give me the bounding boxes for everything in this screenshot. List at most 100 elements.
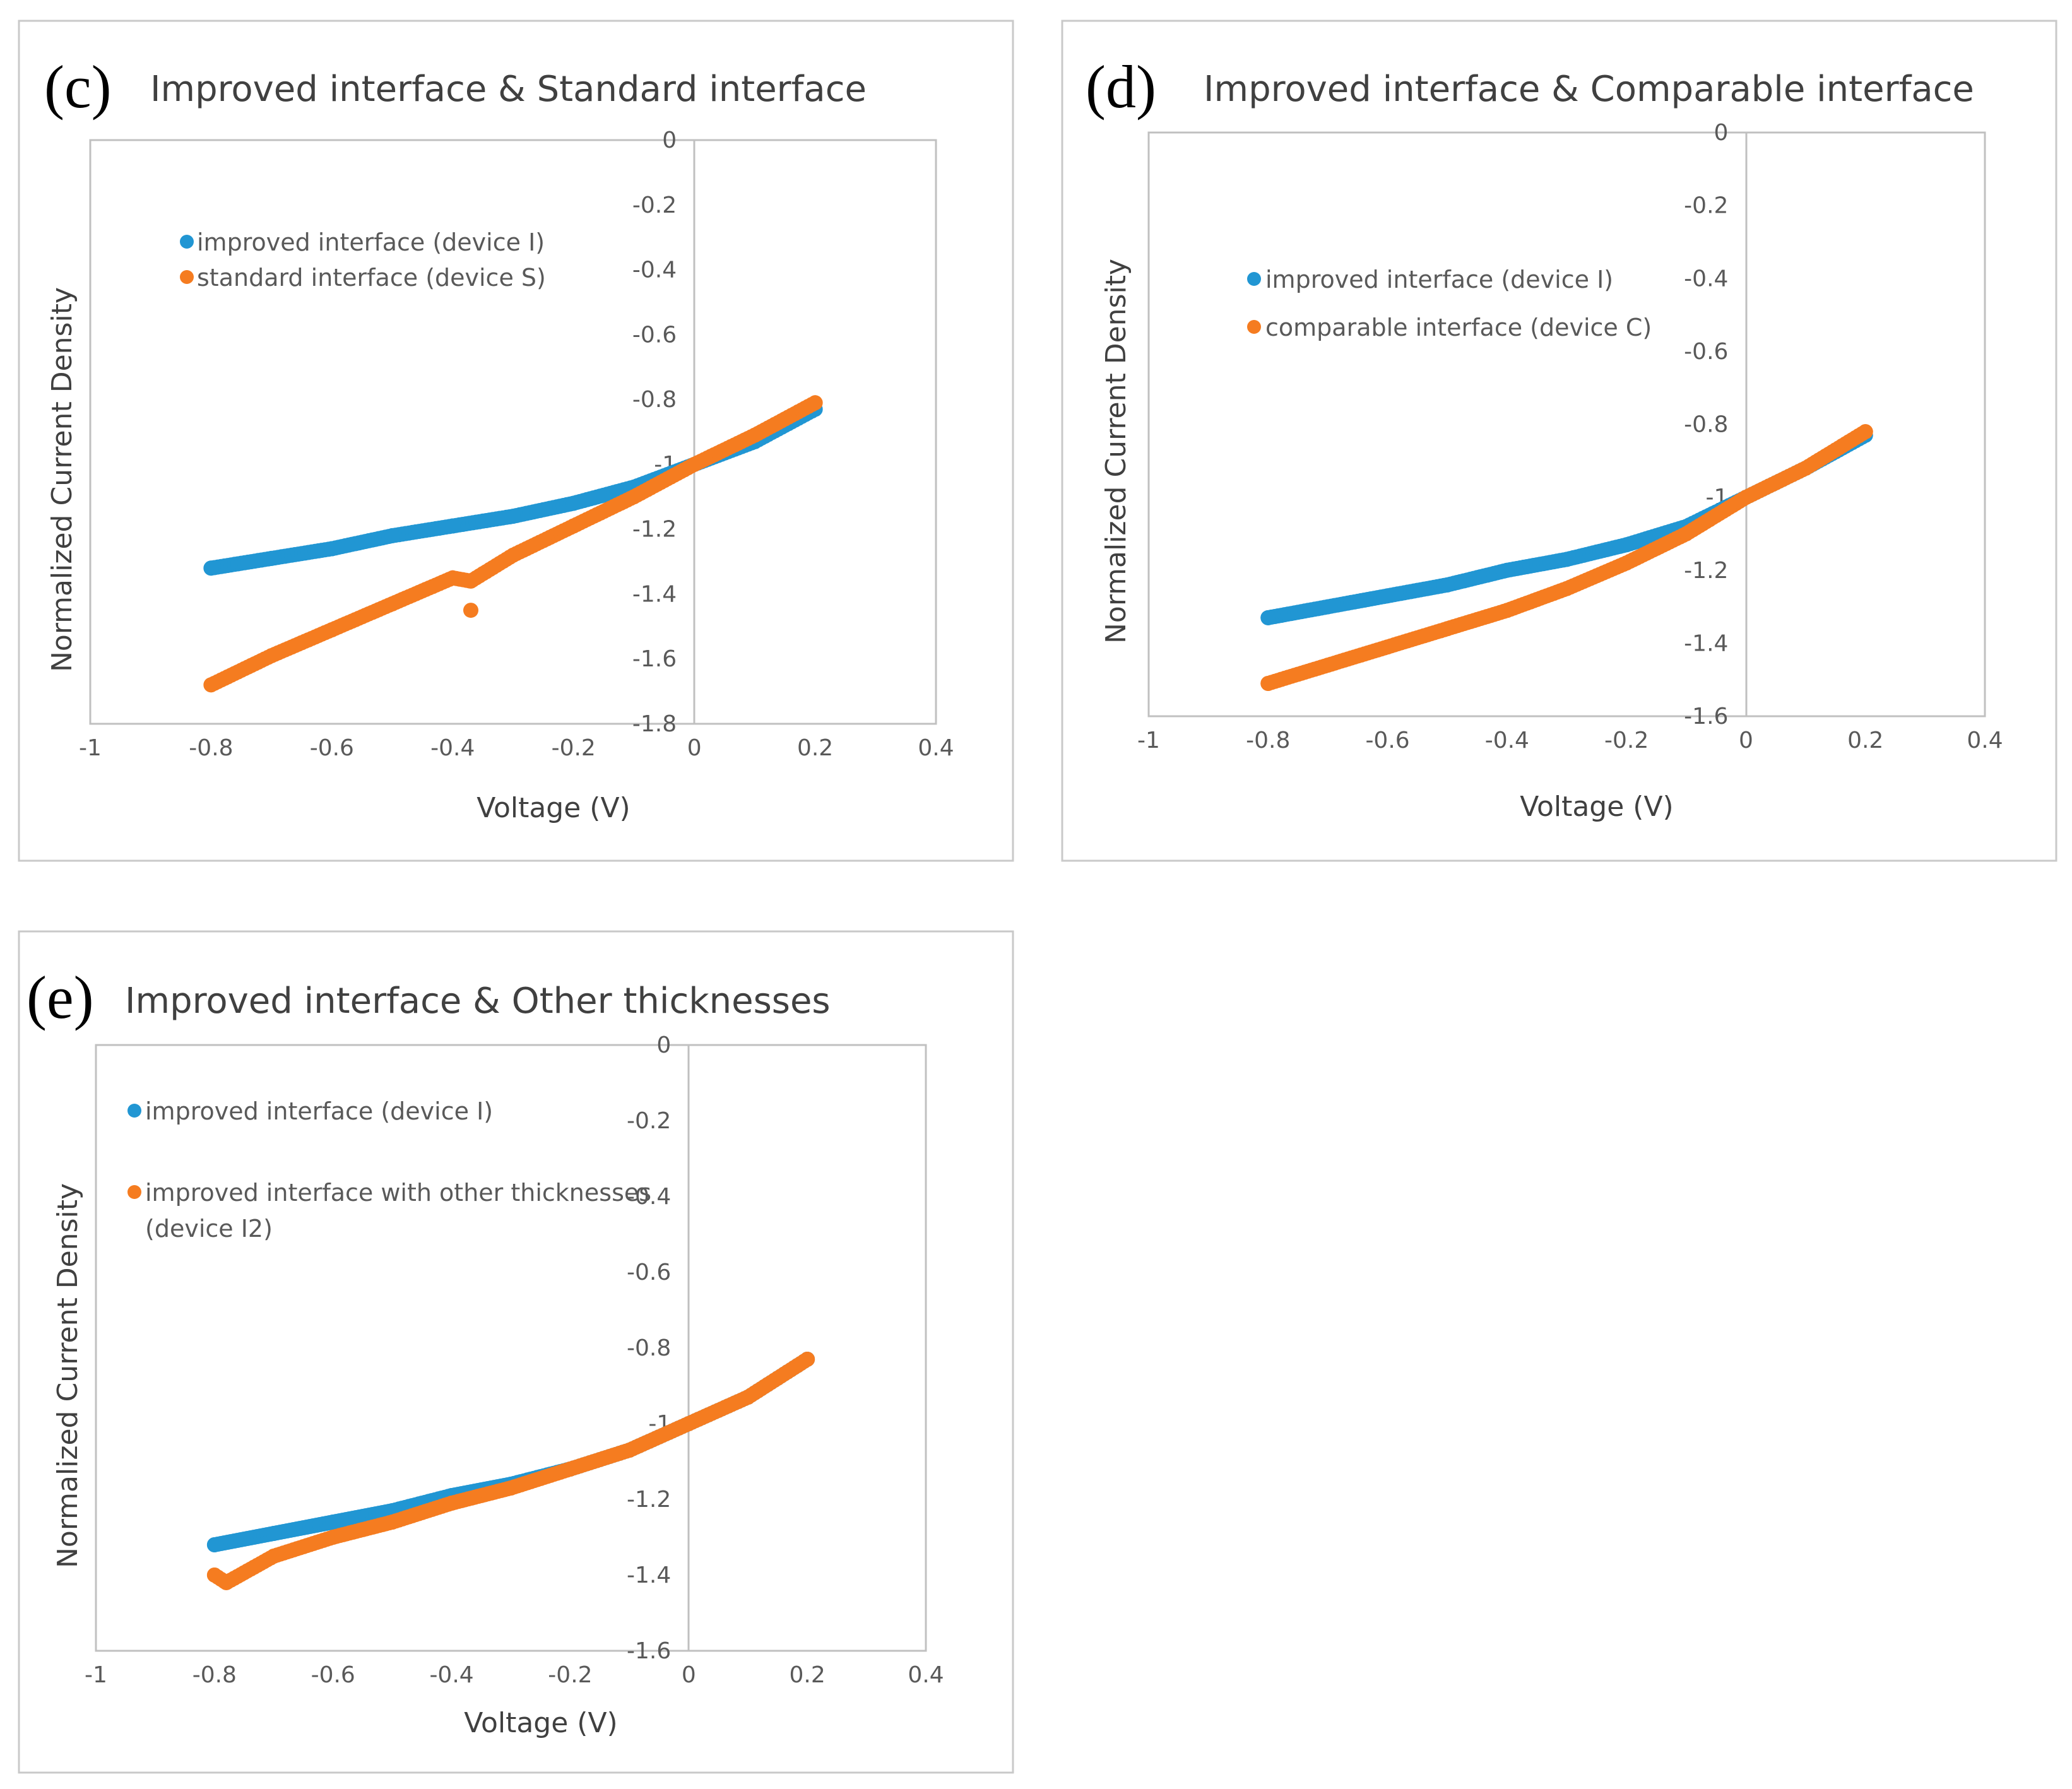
panel-d-frame xyxy=(1061,20,2057,862)
data-point xyxy=(565,495,581,511)
panel-d-y-tick-label: -0.2 xyxy=(1684,193,1728,219)
panel-c-frame xyxy=(18,20,1014,862)
panel-e-x-tick-label: -1 xyxy=(85,1662,107,1688)
panel-d-legend-marker-comparable xyxy=(1247,320,1261,334)
data-point xyxy=(266,1526,281,1541)
data-point xyxy=(1857,424,1873,440)
data-point xyxy=(384,528,400,543)
panel-e-y-tick-label: 0 xyxy=(656,1032,671,1058)
data-point xyxy=(203,560,219,576)
data-point xyxy=(1619,537,1635,553)
panel-d-title: Improved interface & Comparable interfac… xyxy=(1204,69,1974,110)
data-point xyxy=(1499,603,1515,618)
panel-d-x-ticks: -1 -0.8 -0.6 -0.4 -0.2 0 0.2 0.4 xyxy=(1137,728,2003,753)
data-point xyxy=(622,1443,637,1458)
panel-d-series-comparison xyxy=(1260,424,1873,691)
data-point xyxy=(218,1575,234,1590)
panel-d-x-axis-title: Voltage (V) xyxy=(1520,791,1673,823)
data-point xyxy=(1440,577,1455,593)
panel-e-x-axis-title: Voltage (V) xyxy=(464,1707,617,1739)
panel-d-x-tick-label: -0.2 xyxy=(1604,728,1649,753)
panel-d-y-tick-label: -0.4 xyxy=(1684,266,1728,292)
panel-e-letter: (e) xyxy=(27,964,94,1031)
data-point xyxy=(324,622,340,637)
data-point xyxy=(445,518,461,534)
data-point xyxy=(264,648,280,664)
data-point xyxy=(444,1496,459,1511)
data-point xyxy=(384,596,400,611)
panel-d-legend-marker-improved xyxy=(1247,272,1261,286)
panel-c-y-tick-label: -1.6 xyxy=(632,646,677,672)
panel-d-x-tick-label: -0.6 xyxy=(1365,728,1409,753)
panel-e-y-tick-label: -0.6 xyxy=(627,1260,671,1285)
panel-e-legend-label-improved: improved interface (device I) xyxy=(145,1097,493,1125)
panel-d-x-tick-label: 0.2 xyxy=(1847,728,1883,753)
panel-e-y-axis-title: Normalized Current Density xyxy=(52,1183,84,1568)
panel-e-series xyxy=(206,1352,815,1590)
panel-c-x-tick-label: -0.6 xyxy=(310,735,354,761)
panel-c-y-tick-label: -1.2 xyxy=(632,517,677,543)
panel-c-x-tick-label: -1 xyxy=(79,735,102,761)
data-point xyxy=(626,489,642,505)
panel-e-frame xyxy=(18,930,1014,1774)
panel-c-y-tick-label: -1.4 xyxy=(632,581,677,607)
panel-d: (d) Improved interface & Comparable inte… xyxy=(1061,20,2057,862)
panel-c-y-tick-label: -0.6 xyxy=(632,322,677,348)
panel-d-y-ticks: 0-0.2-0.4-0.6-0.8-1-1.2-1.4-1.6 xyxy=(1684,120,1728,729)
data-point xyxy=(325,1530,341,1545)
panel-e-y-tick-label: -0.8 xyxy=(627,1335,671,1361)
panel-d-series xyxy=(1260,424,1873,691)
panel-d-y-tick-label: -0.8 xyxy=(1684,412,1728,438)
data-point xyxy=(807,395,823,411)
data-point xyxy=(463,603,478,618)
data-point xyxy=(681,1416,697,1431)
panel-e-y-tick-label: -1.2 xyxy=(627,1487,671,1513)
data-point xyxy=(562,1461,578,1477)
data-point xyxy=(266,1549,281,1564)
panel-c-series-comparison xyxy=(203,395,823,693)
data-point xyxy=(445,570,461,586)
data-point xyxy=(747,427,762,443)
panel-c-x-axis-title: Voltage (V) xyxy=(477,792,630,824)
data-point xyxy=(206,1568,222,1583)
data-point xyxy=(687,456,702,472)
panel-e-legend-marker-other xyxy=(127,1185,141,1199)
data-point xyxy=(800,1352,815,1367)
data-point xyxy=(740,1390,756,1405)
panel-c-x-tick-label: -0.2 xyxy=(552,735,596,761)
data-point xyxy=(325,1514,341,1530)
panel-d-y-tick-label: -0.6 xyxy=(1684,339,1728,365)
data-point xyxy=(506,509,521,524)
panel-d-y-tick-label: 0 xyxy=(1714,120,1729,146)
panel-c: (c) Improved interface & Standard interf… xyxy=(18,20,1014,862)
panel-d-y-tick-label: -1.4 xyxy=(1684,630,1728,656)
panel-d-x-tick-label: 0.4 xyxy=(1967,728,2003,753)
panel-c-letter: (c) xyxy=(44,53,112,121)
panel-c-x-tick-label: -0.8 xyxy=(189,735,233,761)
panel-e-legend-label-other-line1: improved interface with other thicknesse… xyxy=(145,1179,651,1207)
panel-e-legend-marker-improved xyxy=(127,1104,141,1118)
panel-d-y-tick-label: -1.6 xyxy=(1684,704,1728,729)
panel-e-x-tick-label: 0.2 xyxy=(790,1662,826,1688)
panel-c-y-ticks: 0-0.2-0.4-0.6-0.8-1-1.2-1.4-1.6-1.8 xyxy=(632,127,677,737)
panel-e-legend: improved interface (device I) improved i… xyxy=(127,1097,651,1243)
panel-c-series xyxy=(203,395,823,693)
panel-c-y-tick-label: -0.2 xyxy=(632,192,677,218)
panel-c-y-tick-label: 0 xyxy=(662,127,677,153)
panel-c-legend-marker-improved xyxy=(180,235,194,249)
panel-d-legend: improved interface (device I) comparable… xyxy=(1247,266,1652,341)
panel-d-letter: (d) xyxy=(1086,53,1156,121)
data-point xyxy=(206,1537,222,1552)
panel-c-legend: improved interface (device I) standard i… xyxy=(180,228,546,292)
data-point xyxy=(264,550,280,566)
data-point xyxy=(1320,658,1335,673)
panel-c-x-tick-label: 0 xyxy=(687,735,702,761)
panel-d-y-axis-title: Normalized Current Density xyxy=(1100,259,1132,644)
panel-e-series-comparison xyxy=(206,1352,815,1590)
data-point xyxy=(506,547,521,563)
data-point xyxy=(565,518,581,534)
panel-d-x-tick-label: -1 xyxy=(1137,728,1160,753)
panel-c-x-tick-label: -0.4 xyxy=(430,735,475,761)
data-point xyxy=(1380,588,1395,604)
